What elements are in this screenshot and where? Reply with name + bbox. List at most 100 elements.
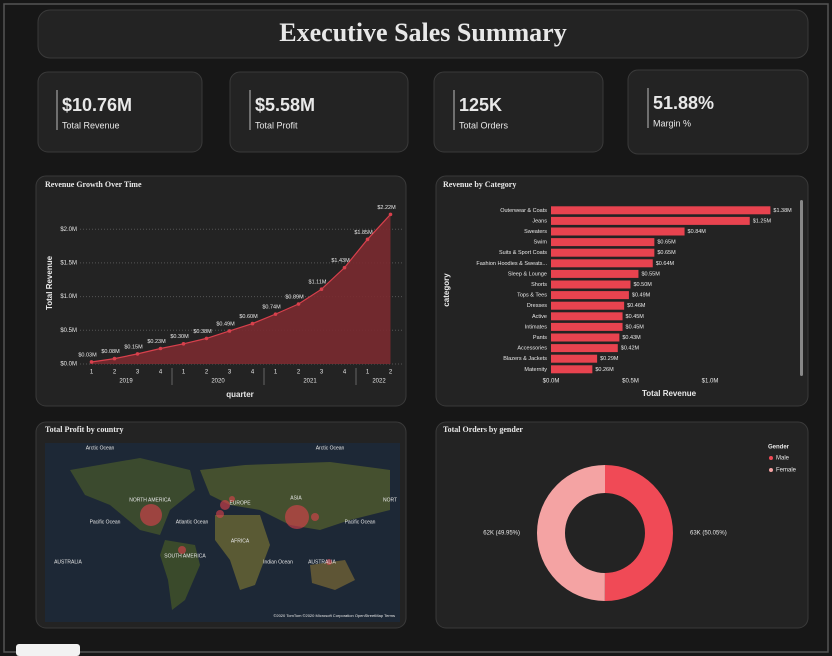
x-tick-label: 3 [320, 370, 324, 376]
page-tab[interactable] [16, 644, 80, 656]
data-label: $1.11M [309, 280, 327, 286]
point [158, 346, 163, 351]
x-tick-label: 4 [159, 370, 163, 376]
y-tick-label: Blazers & Jackets [503, 356, 547, 362]
data-label: $0.89M [285, 294, 304, 300]
map-label: AUSTRALIA [54, 559, 82, 565]
map-bubble[interactable] [285, 505, 309, 529]
x-tick-label: 1 [182, 370, 186, 376]
donut-slice [604, 465, 673, 601]
data-label: $1.25M [753, 218, 772, 224]
kpi-label: Total Revenue [62, 120, 120, 130]
map-bubble[interactable] [220, 500, 230, 510]
map-land [310, 560, 355, 590]
x-group-label: 2020 [211, 379, 225, 385]
data-label: $0.26M [595, 367, 614, 373]
data-label: $0.38M [193, 329, 212, 335]
map-bubble[interactable] [326, 559, 332, 565]
x-tick-label: 2 [113, 370, 117, 376]
bar [551, 333, 620, 342]
data-label: $0.30M [170, 334, 189, 340]
x-tick-label: 2 [205, 370, 209, 376]
data-label: $0.55M [641, 271, 660, 277]
bar [551, 322, 623, 331]
y-tick-label: Pants [533, 335, 547, 341]
kpi-card [627, 69, 809, 155]
panel-title: Revenue Growth Over Time [45, 180, 142, 189]
y-tick-label: Intimates [525, 324, 548, 330]
y-axis-title: Total Revenue [45, 255, 54, 310]
title-box [37, 9, 809, 59]
map-bubble[interactable] [216, 510, 224, 518]
bar [551, 301, 625, 310]
y-tick-label: Accessories [517, 346, 547, 352]
data-label: $0.50M [634, 282, 653, 288]
point [89, 360, 94, 364]
map-label: AFRICA [231, 538, 250, 544]
y-tick-label: $0.5M [60, 328, 77, 334]
kpi-card [37, 71, 203, 153]
kpi-value: $5.58M [255, 95, 315, 115]
data-label: $0.60M [239, 314, 258, 320]
map-label: NORTH AMERICA [129, 497, 171, 503]
x-axis-title: Total Revenue [642, 389, 697, 398]
y-tick-label: Active [532, 314, 547, 320]
y-tick-label: Shorts [531, 282, 547, 288]
panel-title: Total Orders by gender [443, 425, 523, 434]
map-label: EUROPE [229, 500, 251, 506]
y-axis-title: category [442, 273, 451, 307]
x-tick-label: 2 [389, 370, 393, 376]
data-label: $2.22M [377, 205, 396, 211]
bar [551, 216, 750, 225]
point [388, 212, 393, 217]
map-land [200, 462, 390, 530]
map-bubble[interactable] [178, 546, 186, 554]
point [296, 302, 301, 306]
bar [551, 269, 639, 278]
point [135, 352, 140, 356]
y-tick-label: Sweaters [524, 229, 547, 235]
legend-label: Male [776, 456, 790, 462]
x-tick-label: 3 [136, 370, 140, 376]
panel-title: Revenue by Category [443, 180, 516, 189]
map-bubble[interactable] [229, 496, 235, 502]
point [204, 336, 209, 341]
kpi-card [229, 71, 409, 153]
bar [551, 365, 593, 374]
map-bubble[interactable] [311, 513, 319, 521]
bar [551, 248, 655, 257]
map-land [160, 540, 200, 610]
data-label: $0.03M [78, 352, 97, 358]
map-label: ASIA [290, 495, 302, 501]
area [91, 214, 391, 364]
legend-swatch [769, 456, 773, 460]
data-label: $0.29M [600, 356, 619, 362]
map-bubble[interactable] [140, 504, 162, 526]
map-label: NORT [383, 497, 397, 503]
kpi-label: Total Profit [255, 120, 298, 130]
map-label: Pacific Ocean [345, 519, 376, 525]
map[interactable] [45, 443, 400, 622]
x-tick-label: $0.0M [543, 379, 560, 385]
bar [551, 227, 685, 236]
data-label: $0.42M [621, 346, 640, 352]
data-label: $0.45M [626, 324, 645, 330]
x-group-label: 2021 [303, 379, 317, 385]
x-tick-label: 3 [228, 370, 232, 376]
map-attribution: ©2020 TomTom ©2020 Microsoft Corporation… [273, 613, 395, 618]
data-label: $0.43M [622, 335, 641, 341]
scrollbar[interactable] [800, 200, 803, 376]
line [91, 213, 391, 363]
kpi-label: Total Orders [459, 120, 509, 130]
point [365, 237, 370, 242]
bar [551, 312, 623, 321]
kpi-label: Margin % [653, 118, 691, 128]
map-land [215, 515, 270, 590]
map-label: SOUTH AMERICA [164, 553, 206, 559]
point [273, 312, 278, 316]
map-label: Pacific Ocean [90, 519, 121, 525]
x-tick-label: 2 [297, 370, 301, 376]
data-label: $0.46M [627, 303, 646, 309]
x-tick-label: $1.0M [702, 379, 719, 385]
data-label: $1.85M [354, 230, 373, 236]
